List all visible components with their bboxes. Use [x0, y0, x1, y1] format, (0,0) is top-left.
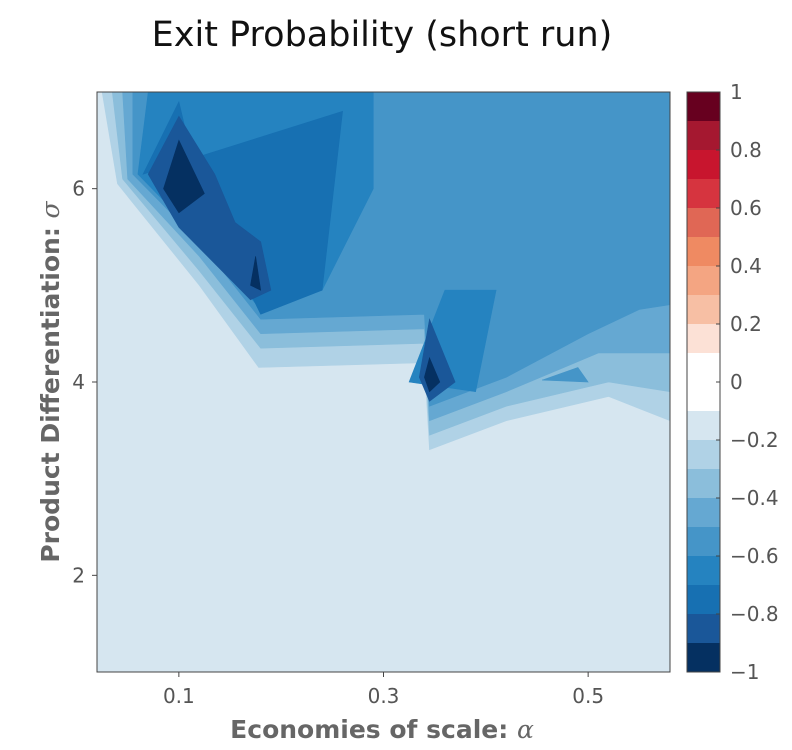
colorbar-frame: [686, 91, 721, 673]
y-tick-label: 6: [72, 177, 85, 201]
y-axis: 2 4 6: [72, 177, 97, 587]
colorbar-band: [687, 527, 720, 557]
contour-band-11: [250, 256, 262, 291]
contour-band-12: [424, 356, 441, 393]
colorbar-band: [687, 382, 720, 412]
colorbar-band: [687, 643, 720, 673]
colorbar-ticks: 1 0.8 0.6 0.4 0.2 0 −0.2 −0.4 −0.6 −0.8 −1: [716, 80, 779, 684]
colorbar-tick-label: −1: [730, 660, 759, 684]
contour-band-7: [142, 100, 343, 315]
colorbar-band: [687, 121, 720, 151]
colorbar-band: [687, 353, 720, 383]
colorbar-tick-label: 0: [730, 370, 743, 394]
colorbar-band: [687, 324, 720, 354]
colorbar-band: [687, 411, 720, 441]
colorbar-tick-label: −0.4: [730, 486, 779, 510]
y-axis-label: Product Differentiation: σ: [36, 200, 65, 562]
colorbar-band: [687, 295, 720, 325]
colorbar-band: [687, 150, 720, 180]
colorbar-tick-label: 0.6: [730, 196, 762, 220]
colorbar-tick-label: 0.2: [730, 312, 762, 336]
x-tick-label: 0.5: [572, 684, 604, 708]
colorbar-band: [687, 585, 720, 615]
colorbar-band: [687, 498, 720, 528]
x-axis: 0.1 0.3 0.5: [163, 672, 604, 708]
colorbar-band: [687, 237, 720, 267]
colorbar-band: [687, 440, 720, 470]
chart-title: Exit Probability (short run): [152, 15, 613, 55]
colorbar-tick-label: 1: [730, 80, 743, 104]
colorbar-tick-label: −0.8: [730, 602, 779, 626]
contour-band-13: [542, 367, 589, 383]
x-tick-label: 0.1: [163, 684, 195, 708]
colorbar: [687, 92, 720, 673]
colorbar-band: [687, 208, 720, 238]
x-tick-label: 0.3: [368, 684, 400, 708]
colorbar-tick-label: −0.2: [730, 428, 779, 452]
colorbar-tick-label: 0.8: [730, 138, 762, 162]
contour-band-10: [163, 139, 205, 214]
y-tick-label: 2: [72, 563, 85, 587]
colorbar-band: [687, 92, 720, 122]
colorbar-band: [687, 556, 720, 586]
colorbar-band: [687, 266, 720, 296]
plot-area: [97, 92, 670, 672]
x-axis-label: Economies of scale: α: [230, 715, 534, 744]
colorbar-tick-label: −0.6: [730, 544, 779, 568]
colorbar-band: [687, 614, 720, 644]
colorbar-band: [687, 179, 720, 209]
y-tick-label: 4: [72, 370, 85, 394]
colorbar-tick-label: 0.4: [730, 254, 762, 278]
colorbar-band: [687, 469, 720, 499]
